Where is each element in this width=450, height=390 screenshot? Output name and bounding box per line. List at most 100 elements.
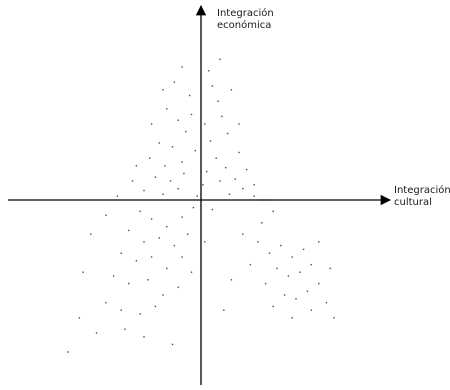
y-axis-label: Integración económica [217, 8, 274, 32]
data-point [162, 89, 164, 91]
data-point [171, 343, 174, 346]
data-point [257, 241, 259, 243]
data-point [169, 180, 172, 182]
data-point [230, 279, 233, 281]
data-point [253, 195, 255, 197]
data-point [128, 229, 130, 232]
data-point [238, 123, 240, 125]
data-point [181, 66, 183, 68]
data-point [219, 58, 221, 61]
data-point [164, 165, 166, 167]
data-point [333, 317, 335, 319]
data-point [202, 184, 204, 186]
data-point [135, 165, 138, 167]
data-point [135, 260, 138, 262]
data-point [162, 294, 164, 296]
data-point [242, 187, 244, 190]
data-point [230, 89, 233, 91]
data-point [154, 176, 157, 178]
data-point [223, 309, 225, 311]
data-point [181, 256, 183, 258]
data-point [209, 140, 212, 142]
data-point [95, 332, 98, 334]
data-point [295, 298, 297, 300]
data-point [143, 336, 145, 338]
data-point [116, 195, 119, 197]
data-point [228, 193, 231, 195]
data-point [173, 81, 176, 83]
data-point [131, 180, 134, 182]
data-point [204, 123, 206, 125]
data-point [268, 252, 271, 254]
data-point [128, 282, 130, 285]
data-point [207, 70, 210, 72]
data-point [112, 275, 115, 277]
data-point [166, 267, 168, 270]
data-point [188, 94, 191, 97]
data-point [196, 195, 198, 197]
data-point [253, 184, 255, 186]
data-point [166, 108, 168, 110]
data-point [287, 275, 290, 277]
data-point [162, 193, 164, 195]
data-point [318, 282, 320, 285]
data-point [124, 328, 126, 330]
data-point [150, 256, 153, 258]
y-axis-label-line2: económica [217, 20, 272, 31]
data-point [242, 233, 244, 235]
data-point [318, 241, 320, 243]
data-point [143, 189, 145, 192]
data-point [291, 317, 293, 319]
data-point [272, 210, 274, 213]
data-point [187, 233, 189, 235]
data-point [171, 146, 174, 148]
data-point [82, 271, 84, 273]
data-point [219, 180, 221, 182]
data-point [143, 241, 145, 243]
data-point [177, 286, 179, 289]
data-point [310, 309, 312, 311]
data-point [158, 237, 160, 239]
data-point [150, 123, 153, 125]
x-axis-label-line2: cultural [394, 197, 432, 208]
data-point [249, 263, 252, 266]
data-point [67, 351, 69, 353]
data-point [147, 279, 149, 281]
data-point [206, 170, 208, 173]
data-point [211, 208, 214, 211]
data-point [139, 210, 141, 213]
x-axis-label-line1: Integración [394, 185, 450, 196]
data-point [166, 225, 168, 228]
data-point [181, 161, 183, 163]
data-point [329, 267, 331, 270]
data-point [194, 149, 196, 152]
data-point [302, 248, 305, 251]
data-point [211, 85, 214, 87]
data-point [154, 305, 157, 308]
data-point [225, 167, 227, 169]
data-point [204, 241, 206, 243]
data-point [192, 206, 195, 209]
data-point [149, 157, 151, 159]
data-point [234, 178, 236, 180]
data-point [190, 271, 193, 273]
data-point [183, 172, 185, 175]
x-axis-label: Integración cultural [394, 185, 450, 209]
data-point [245, 168, 248, 171]
data-point [283, 294, 286, 296]
data-point [264, 282, 267, 285]
data-point [190, 113, 193, 116]
data-point [78, 317, 81, 319]
data-point [90, 233, 92, 235]
y-axis-label-line1: Integración [217, 8, 274, 19]
data-point [217, 100, 219, 102]
data-point [177, 187, 179, 190]
data-point [261, 222, 263, 224]
data-point [158, 142, 160, 144]
data-point [238, 151, 240, 154]
data-point [226, 132, 229, 135]
data-point [272, 305, 274, 308]
data-point [215, 157, 217, 159]
data-point [150, 218, 153, 220]
